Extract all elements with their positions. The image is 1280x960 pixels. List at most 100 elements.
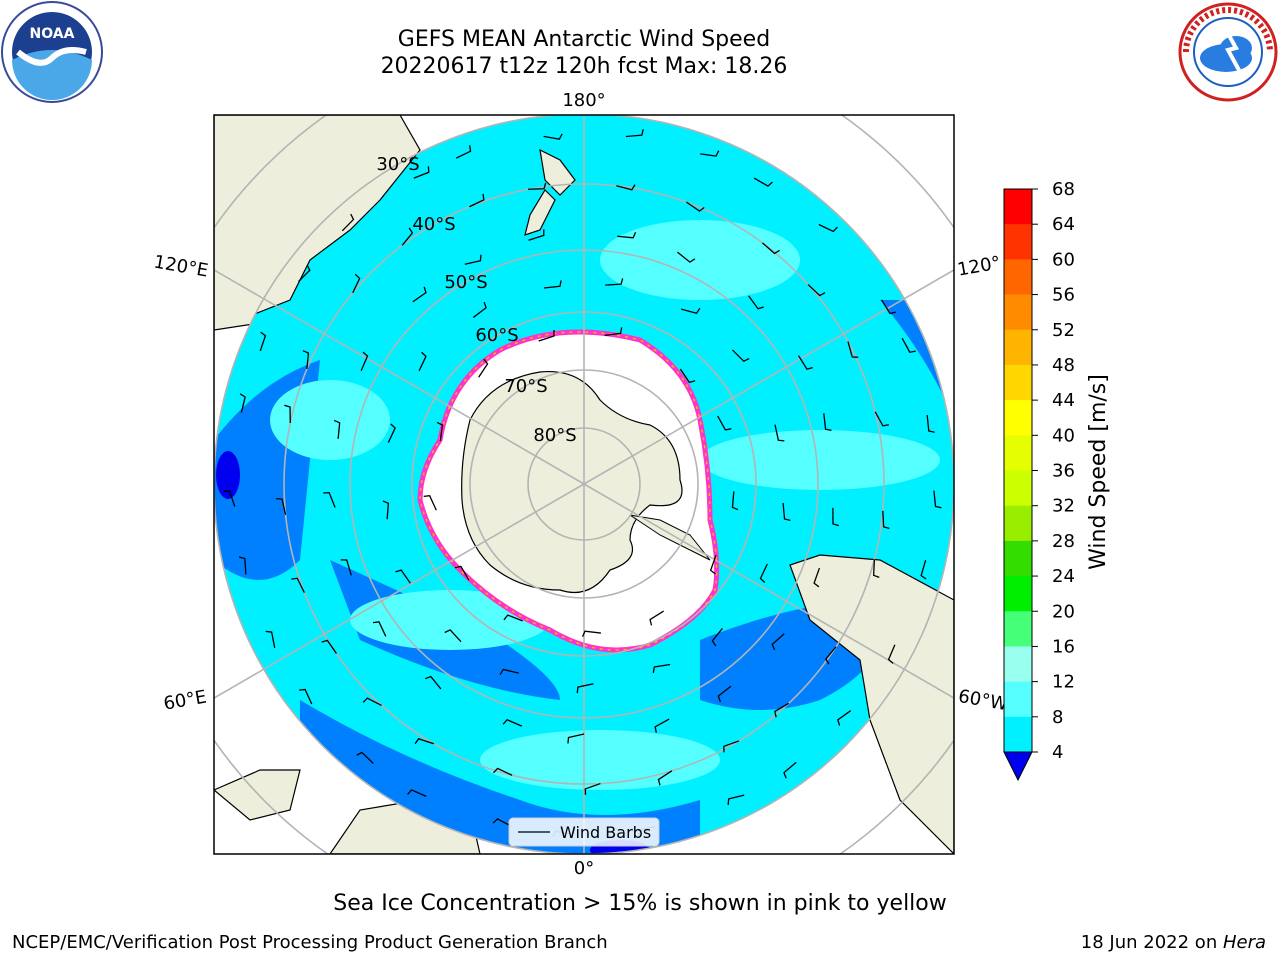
colorbar-tick-label: 60 bbox=[1052, 249, 1075, 270]
wind-barb bbox=[657, 770, 673, 786]
wind-barbs bbox=[223, 129, 942, 838]
colorbar-tick-label: 44 bbox=[1052, 390, 1075, 411]
map-frame bbox=[213, 114, 955, 855]
wind-barb bbox=[492, 767, 513, 776]
wind-band-light-2 bbox=[700, 430, 940, 490]
colorbar-segment bbox=[1004, 189, 1032, 225]
chart-title: GEFS MEAN Antarctic Wind Speed bbox=[397, 27, 771, 52]
footer-host: Hera bbox=[1222, 932, 1266, 953]
wind-barb bbox=[223, 490, 236, 507]
wind-barb bbox=[321, 639, 337, 654]
wind-barb bbox=[604, 327, 623, 337]
legend-label: Wind Barbs bbox=[560, 823, 651, 842]
wind-barb bbox=[499, 668, 519, 675]
wind-barb bbox=[901, 337, 916, 353]
lon-label-60w: 60°W bbox=[957, 686, 1010, 715]
wind-barb bbox=[723, 740, 740, 753]
wind-barb bbox=[711, 627, 723, 647]
wind-barb bbox=[832, 507, 839, 527]
footer-date: 18 Jun 2022 on Hera bbox=[1081, 932, 1266, 953]
wind-barb bbox=[649, 610, 664, 626]
colorbar-tick-label: 20 bbox=[1052, 601, 1075, 622]
wind-barb bbox=[412, 286, 427, 303]
wind-barb bbox=[774, 424, 785, 442]
lat-label-30s: 30°S bbox=[376, 154, 419, 175]
legend: Wind Barbs bbox=[508, 817, 660, 847]
africa-land bbox=[214, 769, 301, 821]
sea-ice-note: Sea Ice Concentration > 15% is shown in … bbox=[333, 891, 947, 916]
colorbar-segment bbox=[1004, 505, 1032, 542]
wind-barb bbox=[360, 351, 369, 371]
svg-text:NOAA: NOAA bbox=[30, 26, 75, 42]
wind-barb bbox=[567, 733, 585, 744]
colorbar-segment bbox=[1004, 716, 1032, 753]
lon-label-180: 180° bbox=[562, 90, 605, 111]
wind-barb bbox=[584, 782, 601, 795]
new-zealand-land-2 bbox=[524, 189, 556, 236]
colorbar-segment bbox=[1004, 364, 1032, 401]
lon-label-120w: 120° bbox=[956, 252, 1002, 280]
wind-barb bbox=[771, 633, 785, 651]
colorbar-tick-label: 32 bbox=[1052, 496, 1075, 517]
sea-ice-edge bbox=[419, 331, 718, 651]
wind-barb bbox=[323, 491, 336, 508]
wind-band-light-4 bbox=[600, 220, 800, 300]
wind-barb bbox=[933, 490, 942, 509]
wind-barb bbox=[464, 254, 482, 265]
wind-barb bbox=[748, 295, 764, 310]
wind-barb bbox=[823, 413, 832, 432]
wind-barb bbox=[605, 278, 624, 286]
colorbar-segment bbox=[1004, 294, 1032, 331]
wind-barb bbox=[469, 193, 485, 208]
lat-label-60s: 60°S bbox=[475, 325, 518, 346]
colorbar-tick-label: 48 bbox=[1052, 355, 1075, 376]
wind-barb bbox=[387, 423, 396, 443]
wind-barb bbox=[679, 368, 696, 384]
wind-barb bbox=[265, 630, 276, 648]
wind-barb bbox=[625, 129, 644, 138]
lat-label-40s: 40°S bbox=[412, 214, 455, 235]
wind-barb bbox=[478, 358, 489, 378]
wind-barb bbox=[238, 556, 247, 575]
wind-barb bbox=[874, 411, 889, 427]
wind-barb bbox=[414, 738, 435, 745]
colorbar-segment bbox=[1004, 470, 1032, 507]
colorbar-segment bbox=[1004, 611, 1032, 647]
wind-barb bbox=[654, 718, 670, 733]
wind-barb bbox=[395, 569, 411, 584]
chart-subtitle: 20220617 t12z 120h fcst Max: 18.26 bbox=[380, 54, 788, 79]
wind-barb bbox=[753, 177, 773, 187]
wind-barb bbox=[727, 794, 745, 805]
colorbar-tick-label: 40 bbox=[1052, 425, 1075, 446]
colorbar-tick-label: 12 bbox=[1052, 672, 1075, 693]
wind-barb bbox=[340, 559, 352, 576]
wind-barb bbox=[685, 201, 705, 212]
nws-logo-icon bbox=[1178, 2, 1278, 102]
wind-barb bbox=[472, 301, 487, 318]
wind-barb bbox=[825, 646, 837, 665]
wind-barb bbox=[774, 702, 789, 718]
wind-barb bbox=[926, 414, 935, 433]
wind-barb bbox=[418, 351, 427, 372]
colorbar-segment bbox=[1004, 435, 1032, 471]
colorbar-tick-label: 28 bbox=[1052, 531, 1075, 552]
wind-barb bbox=[887, 644, 896, 664]
colorbar: 68 64 60 56 52 48 44 40 36 32 28 24 20 16 12 8 4 bbox=[1003, 179, 1075, 782]
colorbar-tick-label: 64 bbox=[1052, 214, 1075, 235]
colorbar-tick-label: 16 bbox=[1052, 636, 1075, 657]
colorbar-segment bbox=[1004, 540, 1032, 577]
wind-barb bbox=[382, 500, 390, 520]
footer-date-text: 18 Jun 2022 on bbox=[1080, 932, 1223, 953]
colorbar-segment bbox=[1004, 259, 1032, 296]
footer-producer: NCEP/EMC/Verification Post Processing Pr… bbox=[12, 932, 608, 953]
wind-barb bbox=[538, 330, 555, 342]
wind-barb bbox=[502, 718, 523, 727]
wind-barb bbox=[762, 242, 780, 255]
wind-barb bbox=[783, 761, 797, 779]
wind-barb bbox=[528, 182, 547, 190]
wind-barb bbox=[413, 166, 430, 179]
wind-barb bbox=[807, 284, 826, 297]
wind-barb bbox=[407, 789, 427, 797]
wind-barb bbox=[731, 349, 750, 363]
colorbar-tick-label: 8 bbox=[1052, 707, 1063, 728]
